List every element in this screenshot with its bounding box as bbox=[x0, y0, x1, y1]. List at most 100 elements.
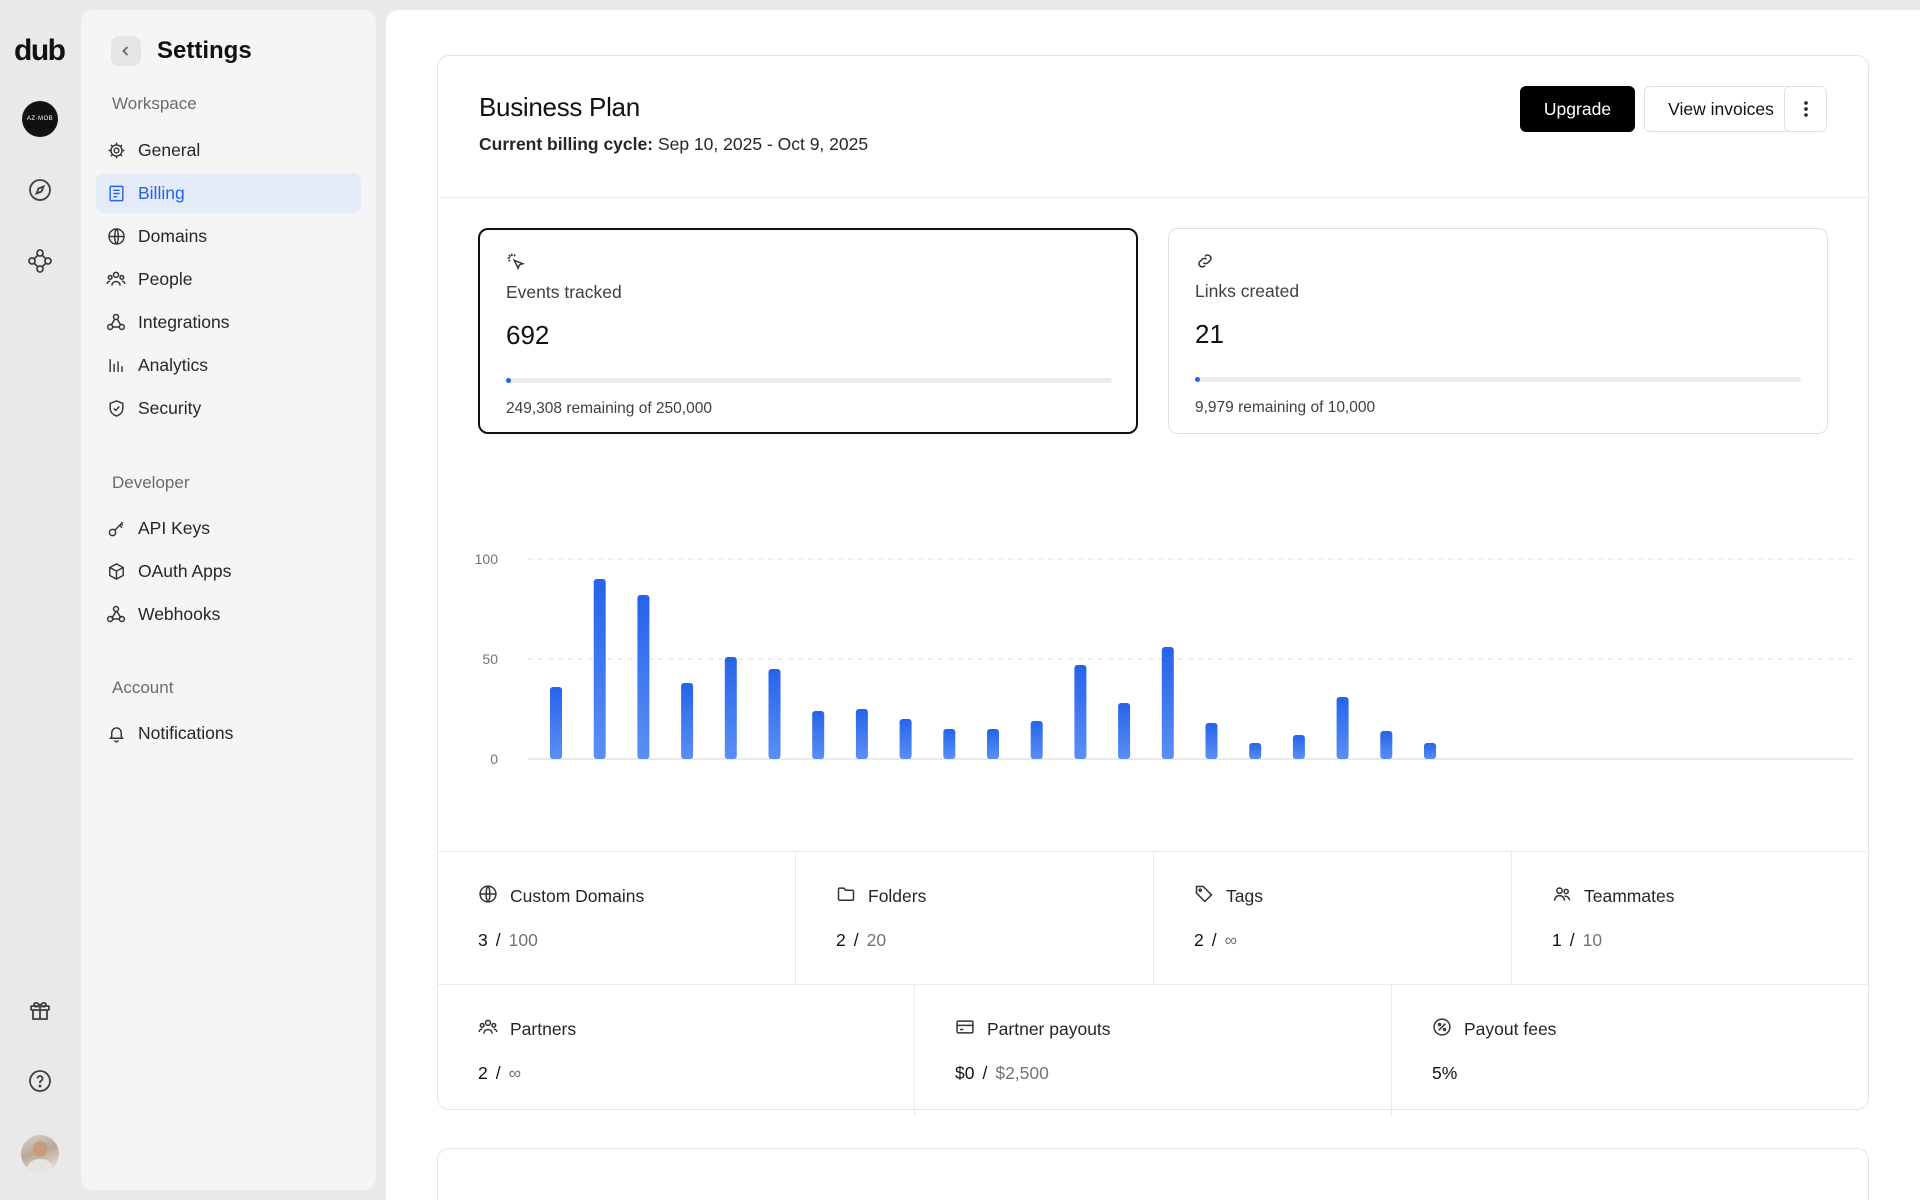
chart-bar[interactable] bbox=[550, 687, 562, 759]
sidebar-item-people[interactable]: People bbox=[96, 259, 361, 299]
sidebar-item-label: Analytics bbox=[138, 354, 209, 375]
sidebar-item-label: Integrations bbox=[138, 311, 230, 332]
stat-used: $0 bbox=[955, 1063, 975, 1083]
chart-bar[interactable] bbox=[1292, 735, 1305, 759]
chart-bar[interactable] bbox=[1205, 723, 1218, 759]
chart-bar[interactable] bbox=[943, 729, 956, 759]
chart-bar[interactable] bbox=[1249, 743, 1262, 759]
sidebar-item-domains[interactable]: Domains bbox=[96, 216, 361, 256]
stat-label: Partners bbox=[510, 1019, 577, 1039]
upgrade-button[interactable]: Upgrade bbox=[1520, 86, 1635, 132]
stat-limit: 10 bbox=[1582, 930, 1603, 950]
chart-bar[interactable] bbox=[1380, 731, 1393, 759]
stat-used: 1 bbox=[1552, 930, 1562, 950]
plan-title: Business Plan bbox=[479, 92, 640, 122]
usage-remaining: 249,308 remaining of 250,000 bbox=[506, 400, 712, 417]
bar-chart-icon bbox=[106, 355, 126, 375]
sidebar-item-label: Domains bbox=[138, 225, 208, 246]
user-avatar bbox=[21, 1135, 59, 1173]
usage-card-links[interactable]: Links created 21 9,979 remaining of 10,0… bbox=[1168, 228, 1828, 434]
sidebar-item-label: API Keys bbox=[138, 517, 210, 538]
sidebar-item-integrations[interactable]: Integrations bbox=[96, 302, 361, 342]
credit-card-icon bbox=[955, 1017, 975, 1042]
stat-label: Teammates bbox=[1584, 886, 1675, 906]
billing-cycle-value: Sep 10, 2025 - Oct 9, 2025 bbox=[657, 134, 869, 154]
stats-row-2: Partners 2/∞ Partner payouts $0/$2,500 P… bbox=[438, 985, 1868, 1117]
y-tick-label: 100 bbox=[475, 551, 499, 567]
chart-bar[interactable] bbox=[987, 729, 999, 759]
chart-bar[interactable] bbox=[593, 579, 606, 759]
next-section-card bbox=[437, 1148, 1869, 1200]
chart-bar[interactable] bbox=[1030, 721, 1043, 759]
stats-divider bbox=[438, 984, 1868, 985]
sidebar-item-billing[interactable]: Billing bbox=[96, 173, 361, 213]
usage-progress-fill bbox=[506, 378, 511, 383]
usage-value: 21 bbox=[1195, 319, 1224, 349]
partners-network-icon[interactable] bbox=[20, 241, 60, 281]
chart-bar[interactable] bbox=[1336, 697, 1349, 759]
chart-bar[interactable] bbox=[637, 595, 650, 759]
stat-used: 2 bbox=[836, 930, 846, 950]
sidebar-item-label: Billing bbox=[138, 182, 185, 203]
key-icon bbox=[106, 518, 126, 538]
chart-bar[interactable] bbox=[855, 709, 868, 759]
stat-tags: Tags 2/∞ bbox=[1154, 852, 1512, 984]
sidebar-item-api-keys[interactable]: API Keys bbox=[96, 508, 361, 548]
link-icon bbox=[1195, 251, 1215, 276]
main-content: Business Plan Current billing cycle: Sep… bbox=[386, 10, 1920, 1200]
sidebar-item-label: Notifications bbox=[138, 722, 234, 743]
y-tick-label: 50 bbox=[482, 651, 498, 667]
chart-bar[interactable] bbox=[1118, 703, 1131, 759]
users-icon bbox=[106, 269, 126, 289]
sidebar-item-notifications[interactable]: Notifications bbox=[96, 713, 361, 753]
chart-bar[interactable] bbox=[1424, 743, 1436, 759]
workspace-switcher[interactable]: AZ·MOB bbox=[20, 99, 60, 139]
chart-divider bbox=[438, 851, 1868, 852]
sidebar-item-label: Security bbox=[138, 397, 202, 418]
back-button[interactable] bbox=[111, 36, 141, 66]
sidebar-item-security[interactable]: Security bbox=[96, 388, 361, 428]
help-icon[interactable] bbox=[20, 1061, 60, 1101]
sidebar-item-label: Webhooks bbox=[138, 603, 221, 624]
chart-bar[interactable] bbox=[768, 669, 781, 759]
gift-icon[interactable] bbox=[20, 990, 60, 1030]
section-workspace: Workspace bbox=[112, 94, 197, 113]
shield-icon bbox=[106, 398, 126, 418]
chart-bar[interactable] bbox=[812, 711, 825, 759]
stat-limit: 20 bbox=[866, 930, 887, 950]
more-options-button[interactable] bbox=[1784, 86, 1827, 132]
user-menu[interactable] bbox=[20, 1134, 60, 1174]
bell-icon bbox=[106, 723, 126, 743]
compass-icon[interactable] bbox=[20, 170, 60, 210]
stat-limit: 100 bbox=[508, 930, 538, 950]
receipt-icon bbox=[106, 183, 126, 203]
usage-card-events[interactable]: Events tracked 692 249,308 remaining of … bbox=[478, 228, 1138, 434]
sidebar-item-analytics[interactable]: Analytics bbox=[96, 345, 361, 385]
sidebar-item-webhooks[interactable]: Webhooks bbox=[96, 594, 361, 634]
chart-bar[interactable] bbox=[1161, 647, 1174, 759]
stat-limit: ∞ bbox=[508, 1063, 522, 1083]
integrations-icon bbox=[106, 312, 126, 332]
webhook-icon bbox=[106, 604, 126, 624]
sidebar-item-general[interactable]: General bbox=[96, 130, 361, 170]
sidebar-item-label: People bbox=[138, 268, 193, 289]
sidebar-title: Settings bbox=[157, 37, 252, 64]
chart-bar[interactable] bbox=[1074, 665, 1087, 759]
view-invoices-button[interactable]: View invoices bbox=[1644, 86, 1798, 132]
globe-icon bbox=[106, 226, 126, 246]
dub-logo[interactable]: dub bbox=[14, 34, 66, 67]
stat-label: Partner payouts bbox=[987, 1019, 1111, 1039]
section-developer: Developer bbox=[112, 473, 190, 492]
chevron-left-icon bbox=[122, 46, 129, 56]
stat-partners: Partners 2/∞ bbox=[438, 985, 915, 1117]
sidebar-item-oauth-apps[interactable]: OAuth Apps bbox=[96, 551, 361, 591]
chart-bar[interactable] bbox=[899, 719, 912, 759]
plan-card: Business Plan Current billing cycle: Sep… bbox=[437, 55, 1869, 1117]
cursor-click-icon bbox=[506, 252, 526, 277]
workspace-avatar: AZ·MOB bbox=[22, 101, 58, 137]
chart-bar[interactable] bbox=[681, 683, 694, 759]
usage-label: Events tracked bbox=[506, 282, 622, 302]
sidebar-item-label: OAuth Apps bbox=[138, 560, 232, 581]
chart-bar[interactable] bbox=[724, 657, 737, 759]
more-vertical-icon bbox=[1803, 101, 1808, 117]
